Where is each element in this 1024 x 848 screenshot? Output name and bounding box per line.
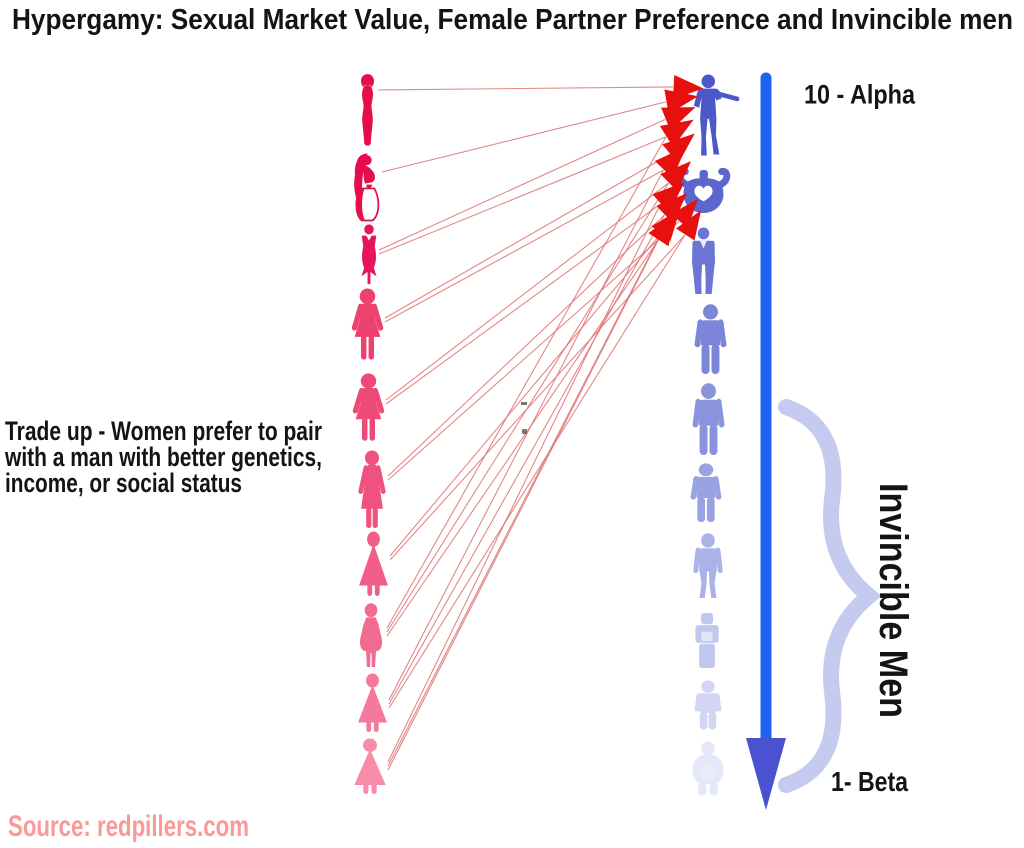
svg-text:1- Beta: 1- Beta xyxy=(831,766,908,797)
svg-text:Hypergamy: Sexual Market Value: Hypergamy: Sexual Market Value, Female P… xyxy=(12,4,1013,36)
svg-text:with a man with better genetic: with a man with better genetics, xyxy=(4,442,322,472)
svg-text:Trade up - Women prefer to pai: Trade up - Women prefer to pair xyxy=(5,416,322,446)
svg-text:10 - Alpha: 10 - Alpha xyxy=(804,80,916,110)
svg-text:Source: redpillers.com: Source: redpillers.com xyxy=(8,810,249,843)
svg-text:Invincible Men: Invincible Men xyxy=(871,483,915,718)
svg-text:income, or social status: income, or social status xyxy=(5,468,242,498)
